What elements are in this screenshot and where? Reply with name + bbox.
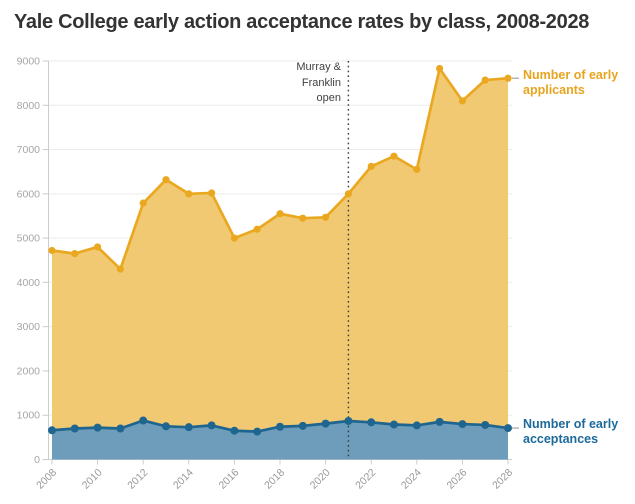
applicants-point bbox=[436, 64, 444, 73]
acceptances-points bbox=[48, 416, 512, 436]
applicants-point bbox=[71, 250, 79, 258]
applicants-point bbox=[48, 246, 56, 255]
applicants-point bbox=[208, 189, 216, 197]
x-tick-label: 2016 bbox=[217, 467, 242, 492]
applicants-area bbox=[52, 68, 508, 460]
x-tick-label: 2024 bbox=[399, 467, 424, 492]
acceptances-point bbox=[276, 422, 284, 431]
x-tick-label: 2014 bbox=[171, 467, 196, 492]
x-tick-label: 2018 bbox=[262, 467, 287, 492]
chart-title: Yale College early action acceptance rat… bbox=[14, 11, 590, 33]
applicants-point bbox=[185, 190, 193, 198]
x-tick-label: 2022 bbox=[353, 467, 378, 492]
acceptances-point bbox=[184, 423, 193, 432]
applicants-points bbox=[48, 64, 512, 273]
acceptances-point bbox=[435, 417, 444, 426]
y-tick-label: 1000 bbox=[17, 410, 41, 422]
acceptances-point bbox=[230, 426, 239, 435]
applicants-point bbox=[94, 243, 102, 251]
y-tick-label: 6000 bbox=[17, 188, 41, 200]
x-tick-label: 2010 bbox=[80, 467, 105, 492]
acceptances-point bbox=[458, 420, 467, 429]
applicants-point bbox=[344, 190, 352, 198]
x-tick-label: 2026 bbox=[445, 467, 470, 492]
x-tick-label: 2028 bbox=[490, 467, 515, 492]
acceptances-point bbox=[481, 420, 490, 429]
acceptances-point bbox=[93, 423, 102, 432]
y-tick-label: 5000 bbox=[17, 233, 41, 245]
y-tick-label: 9000 bbox=[17, 56, 41, 68]
y-tick-label: 4000 bbox=[17, 277, 41, 289]
acceptances-point bbox=[504, 424, 512, 433]
applicants-point bbox=[299, 214, 307, 222]
legend-label-applicants: Number of early applicants bbox=[523, 68, 619, 97]
y-tick-label: 3000 bbox=[17, 321, 41, 333]
acceptances-point bbox=[253, 427, 262, 436]
acceptances-point bbox=[116, 424, 125, 433]
x-tick-label: 2012 bbox=[125, 467, 150, 492]
applicants-point bbox=[458, 97, 466, 105]
acceptances-point bbox=[321, 419, 330, 428]
acceptances-point bbox=[412, 421, 421, 430]
y-tick-label: 7000 bbox=[17, 144, 41, 156]
y-tick-labels: 0 1000 2000 3000 4000 5000 6000 7000 8000 9000 bbox=[17, 56, 41, 467]
applicants-point bbox=[481, 76, 489, 84]
acceptances-point bbox=[70, 424, 79, 433]
applicants-point bbox=[504, 74, 512, 82]
y-tick-label: 8000 bbox=[17, 100, 41, 112]
axes bbox=[42, 60, 509, 465]
acceptances-point bbox=[207, 421, 216, 430]
applicants-point bbox=[413, 165, 421, 174]
applicants-point bbox=[276, 210, 284, 218]
applicants-point bbox=[162, 176, 170, 184]
x-tick-label: 2020 bbox=[308, 467, 333, 492]
annotation-murray-franklin: Murray & Franklin open bbox=[296, 61, 341, 104]
acceptances-point bbox=[139, 416, 148, 425]
applicants-point bbox=[390, 152, 398, 160]
acceptances-point bbox=[367, 418, 376, 427]
applicants-point bbox=[367, 162, 375, 170]
acceptances-point bbox=[298, 421, 307, 430]
acceptances-point bbox=[162, 422, 170, 431]
acceptances-point bbox=[390, 420, 398, 429]
x-tick-labels: 2008 2010 2012 2014 2016 2018 2020 2022 2024 2026… bbox=[34, 467, 515, 492]
applicants-point bbox=[253, 225, 261, 233]
acceptances-point bbox=[344, 416, 353, 425]
acceptances-point bbox=[48, 426, 56, 435]
y-tick-label: 2000 bbox=[17, 365, 41, 377]
y-tick-label: 0 bbox=[34, 454, 40, 466]
legend-label-acceptances: Number of early acceptances bbox=[523, 417, 619, 446]
applicants-point bbox=[116, 265, 124, 273]
x-tick-label: 2008 bbox=[34, 467, 59, 492]
applicants-point bbox=[230, 234, 238, 242]
applicants-point bbox=[322, 213, 330, 221]
applicants-point bbox=[139, 199, 147, 207]
